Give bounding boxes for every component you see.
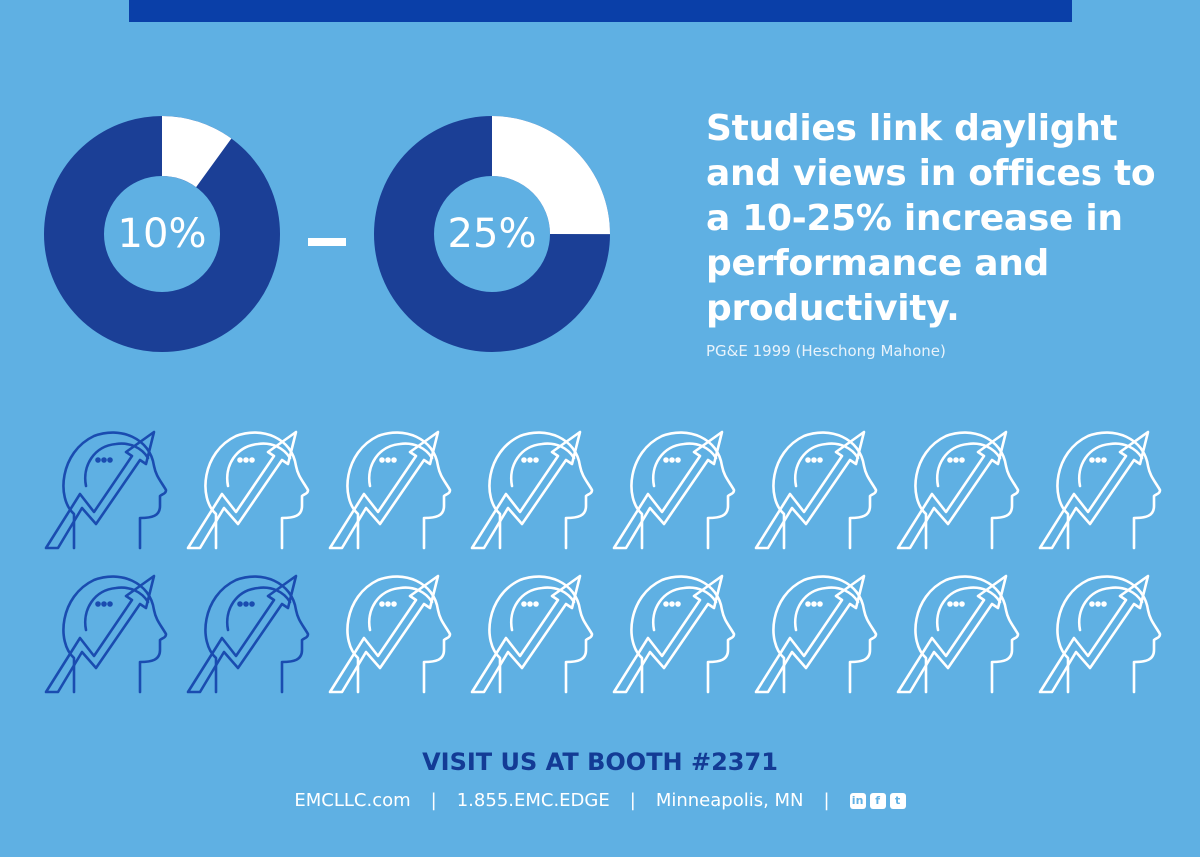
head-growth-arrow-icon — [180, 424, 322, 554]
separator: | — [823, 790, 830, 811]
donut-label-25: 25% — [447, 211, 537, 257]
headline: Studies link daylight and views in offic… — [706, 108, 1156, 329]
separator: | — [430, 790, 437, 811]
donut-chart-10: 10% — [44, 116, 280, 352]
donut-increase-segment — [374, 116, 610, 352]
pictogram-grid — [38, 424, 1174, 698]
donut-chart-25: 25% — [374, 116, 610, 352]
contact-line: EMCLLC.com | 1.855.EMC.EDGE | Minneapoli… — [0, 790, 1200, 811]
pictogram-row-2 — [38, 568, 1174, 698]
range-dash — [308, 238, 346, 246]
website-link[interactable]: EMCLLC.com — [294, 790, 411, 811]
head-growth-arrow-icon — [748, 568, 890, 698]
head-growth-arrow-icon — [464, 424, 606, 554]
donut-label-10: 10% — [117, 211, 207, 257]
head-growth-arrow-icon — [38, 568, 180, 698]
head-growth-arrow-icon — [38, 424, 180, 554]
phone-number[interactable]: 1.855.EMC.EDGE — [456, 790, 610, 811]
head-growth-arrow-icon — [890, 568, 1032, 698]
separator: | — [629, 790, 636, 811]
head-growth-arrow-icon — [322, 568, 464, 698]
head-growth-arrow-icon — [1032, 424, 1174, 554]
facebook-icon[interactable]: f — [869, 792, 886, 809]
social-links: in f t — [849, 792, 906, 809]
top-banner-bar — [129, 0, 1072, 22]
source-citation: PG&E 1999 (Heschong Mahone) — [706, 342, 946, 360]
head-growth-arrow-icon — [1032, 568, 1174, 698]
twitter-icon[interactable]: t — [889, 792, 906, 809]
donut-svg-25 — [374, 116, 610, 352]
pictogram-row-1 — [38, 424, 1174, 554]
head-growth-arrow-icon — [322, 424, 464, 554]
head-growth-arrow-icon — [606, 568, 748, 698]
location: Minneapolis, MN — [655, 790, 804, 811]
donut-increase-segment — [44, 116, 280, 352]
linkedin-icon[interactable]: in — [849, 792, 866, 809]
head-growth-arrow-icon — [180, 568, 322, 698]
head-growth-arrow-icon — [890, 424, 1032, 554]
head-growth-arrow-icon — [464, 568, 606, 698]
donut-svg-10 — [44, 116, 280, 352]
head-growth-arrow-icon — [606, 424, 748, 554]
head-growth-arrow-icon — [748, 424, 890, 554]
booth-callout: VISIT US AT BOOTH #2371 — [422, 748, 778, 776]
